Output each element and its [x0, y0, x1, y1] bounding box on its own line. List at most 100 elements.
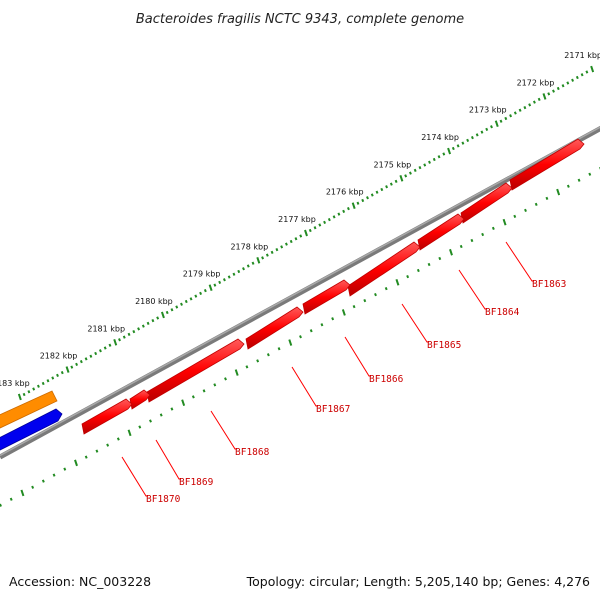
- kbp-minor-tick: [79, 360, 83, 364]
- kbp-minor-tick: [213, 283, 217, 287]
- gene-leader-line: [505, 241, 534, 282]
- kbp-major-tick: [160, 311, 165, 319]
- kbp-major-tick: [65, 366, 70, 373]
- inner-minor-tick: [84, 455, 88, 459]
- inner-minor-tick: [588, 172, 592, 176]
- genome-summary: Topology: circular; Length: 5,205,140 bp…: [246, 574, 590, 589]
- kbp-minor-tick: [294, 237, 298, 241]
- inner-minor-tick: [320, 323, 324, 327]
- kbp-minor-tick: [523, 105, 527, 110]
- orange-feature-track: [0, 390, 58, 429]
- gene-arrow: [417, 213, 465, 251]
- kbp-minor-tick: [356, 201, 360, 205]
- kbp-label: 2176 kbp: [326, 188, 364, 197]
- inner-minor-tick: [202, 389, 206, 393]
- kbp-label: 2183 kbp: [0, 379, 30, 388]
- kbp-minor-tick: [547, 92, 551, 96]
- gene-label: BF1868: [235, 447, 270, 458]
- kbp-minor-tick: [170, 308, 174, 312]
- gene-labels: BF1863 BF1864 BF1865 BF1866 BF1867 BF1868 BF18…: [121, 241, 566, 505]
- kbp-minor-tick: [118, 338, 121, 342]
- kbp-minor-tick: [218, 280, 222, 285]
- kbp-minor-tick: [275, 248, 279, 252]
- inner-minor-tick: [0, 503, 2, 507]
- inner-minor-tick: [577, 178, 581, 182]
- orange-feature: [0, 390, 58, 429]
- kbp-minor-tick: [466, 138, 470, 142]
- kbp-major-tick: [17, 393, 22, 401]
- kbp-minor-tick: [518, 108, 522, 112]
- inner-minor-tick: [9, 497, 13, 501]
- kbp-minor-tick: [580, 73, 584, 77]
- kbp-minor-tick: [194, 294, 198, 298]
- kbp-minor-tick: [41, 381, 45, 386]
- kbp-major-tick: [494, 120, 499, 128]
- inner-major-tick: [556, 188, 561, 196]
- kbp-minor-tick: [261, 256, 265, 260]
- kbp-minor-tick: [103, 346, 107, 350]
- gene-leader-line: [344, 336, 371, 377]
- inner-minor-tick: [52, 473, 56, 477]
- map-title: Bacteroides fragilis NCTC 9343, complete…: [136, 12, 464, 27]
- kbp-label: 2172 kbp: [517, 78, 555, 87]
- gene-leader-line: [401, 303, 429, 343]
- kbp-minor-tick: [237, 269, 241, 274]
- inner-minor-tick: [416, 268, 420, 273]
- kbp-minor-tick: [437, 155, 441, 159]
- kbp-minor-tick: [94, 351, 98, 356]
- inner-minor-tick: [374, 293, 377, 297]
- kbp-major-tick: [256, 257, 261, 264]
- inner-minor-tick: [277, 347, 281, 351]
- kbp-major-tick: [304, 229, 308, 237]
- gene-label: BF1865: [427, 340, 461, 351]
- kbp-minor-tick: [242, 267, 245, 271]
- kbp-minor-tick: [132, 329, 136, 334]
- kbp-minor-tick: [165, 310, 169, 315]
- kbp-minor-tick: [32, 387, 36, 391]
- inner-minor-tick: [352, 305, 356, 309]
- kbp-minor-tick: [284, 242, 288, 246]
- kbp-label: 2173 kbp: [469, 106, 507, 115]
- gene-label: BF1864: [485, 307, 520, 318]
- kbp-label: 2178 kbp: [230, 242, 268, 251]
- kbp-minor-tick: [156, 316, 160, 320]
- kbp-minor-tick: [532, 100, 536, 104]
- inner-major-tick: [288, 339, 293, 346]
- inner-minor-tick: [95, 449, 99, 453]
- kbp-major-tick: [113, 338, 118, 346]
- inner-minor-tick: [491, 226, 495, 231]
- kbp-minor-tick: [323, 220, 327, 224]
- kbp-minor-tick: [461, 141, 465, 145]
- kbp-minor-tick: [203, 289, 207, 293]
- kbp-minor-tick: [199, 291, 203, 295]
- kbp-minor-tick: [490, 125, 493, 129]
- gene-arrow: [146, 338, 245, 403]
- inner-major-tick: [395, 279, 400, 286]
- kbp-minor-tick: [318, 223, 322, 227]
- kbp-minor-tick: [151, 319, 155, 323]
- inner-major-tick: [127, 429, 132, 437]
- kbp-major-tick: [447, 147, 452, 155]
- kbp-minor-tick: [36, 384, 40, 388]
- kbp-minor-tick: [189, 297, 193, 301]
- kbp-label: 2177 kbp: [278, 215, 316, 224]
- kbp-minor-tick: [289, 239, 293, 244]
- inner-major-tick: [234, 369, 239, 376]
- kbp-minor-tick: [346, 207, 350, 211]
- kbp-minor-tick: [299, 234, 303, 238]
- kbp-minor-tick: [222, 278, 226, 282]
- kbp-minor-tick: [528, 103, 532, 107]
- kbp-minor-tick: [451, 146, 455, 151]
- kbp-minor-tick: [389, 182, 393, 186]
- inner-tick-track: [0, 167, 600, 507]
- kbp-minor-tick: [571, 78, 575, 82]
- kbp-minor-tick: [504, 116, 508, 121]
- kbp-major-tick: [590, 65, 595, 73]
- kbp-minor-tick: [313, 226, 317, 230]
- kbp-minor-tick: [232, 272, 236, 276]
- kbp-minor-tick: [432, 157, 436, 162]
- kbp-minor-tick: [413, 168, 417, 173]
- gene-label: BF1863: [532, 279, 566, 290]
- kbp-minor-tick: [337, 212, 341, 216]
